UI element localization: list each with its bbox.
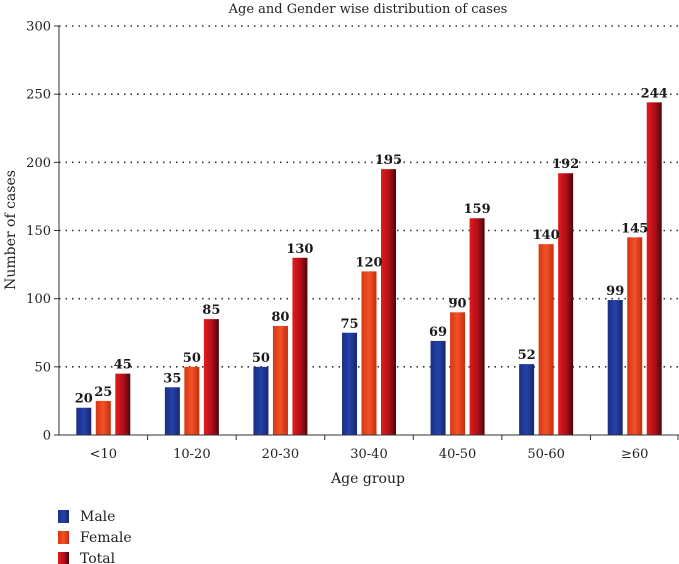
legend-swatch-female <box>58 531 69 544</box>
bar-total-3 <box>381 169 396 435</box>
data-label: 244 <box>641 86 668 101</box>
bar-female-3 <box>361 271 377 435</box>
y-tick-label: 100 <box>26 292 51 307</box>
bar-total-6 <box>646 102 662 435</box>
x-tick-label: ≥60 <box>621 447 648 462</box>
data-label: 159 <box>464 202 491 217</box>
data-label: 90 <box>449 296 467 311</box>
legend-swatch-total <box>58 552 69 564</box>
bar-male-0 <box>76 407 92 435</box>
bar-female-1 <box>184 366 200 435</box>
bars <box>76 102 662 436</box>
y-tick-label: 150 <box>26 224 51 239</box>
bar-female-0 <box>95 400 111 435</box>
data-label: 99 <box>606 284 624 299</box>
y-axis-ticks: 0 50 100 150 200 250 300 <box>26 20 59 444</box>
y-tick-label: 0 <box>43 429 51 444</box>
bar-total-1 <box>203 319 219 435</box>
bar-male-1 <box>164 387 180 435</box>
x-tick-label: 20-30 <box>262 447 299 462</box>
bar-female-5 <box>538 244 554 435</box>
y-tick-label: 250 <box>26 88 51 103</box>
data-label: 120 <box>355 255 382 270</box>
bar-total-0 <box>115 373 131 435</box>
data-label: 145 <box>621 221 648 236</box>
data-label: 140 <box>533 228 560 243</box>
bar-female-2 <box>272 325 288 435</box>
legend-label-male: Male <box>80 509 115 525</box>
x-tick-label: 10-20 <box>173 447 210 462</box>
bar-male-6 <box>607 300 623 435</box>
x-tick-label: 40-50 <box>439 447 476 462</box>
data-label: 69 <box>429 325 447 340</box>
bar-male-3 <box>342 332 357 435</box>
legend: Male Female Total <box>58 509 132 564</box>
data-label: 50 <box>183 351 201 366</box>
bar-male-2 <box>253 366 269 435</box>
data-label: 20 <box>75 392 93 407</box>
data-label: 25 <box>94 385 112 400</box>
bar-total-4 <box>469 218 485 435</box>
bar-male-5 <box>519 364 535 435</box>
data-label: 75 <box>340 317 358 332</box>
chart-title: Age and Gender wise distribution of case… <box>228 2 508 17</box>
x-tick-label: 50-60 <box>527 447 564 462</box>
data-label: 52 <box>518 348 536 363</box>
x-tick-label: <10 <box>90 447 117 462</box>
bar-total-5 <box>558 173 574 436</box>
data-label: 45 <box>114 358 132 373</box>
legend-label-total: Total <box>80 551 116 564</box>
data-label: 50 <box>252 351 270 366</box>
y-axis-label: Number of cases <box>3 170 19 290</box>
y-tick-label: 200 <box>26 156 51 171</box>
y-tick-label: 50 <box>34 360 51 375</box>
legend-swatch-male <box>58 510 69 523</box>
bar-female-6 <box>627 237 643 435</box>
x-tick-label: 30-40 <box>350 447 387 462</box>
data-label: 80 <box>271 310 289 325</box>
data-label: 192 <box>552 157 579 172</box>
bar-total-2 <box>292 257 308 435</box>
y-tick-label: 300 <box>26 20 51 35</box>
data-labels: 20 25453550855080130751201956990159521401… <box>75 86 668 406</box>
bar-female-4 <box>450 312 466 435</box>
x-axis-ticks: <10 10-20 20-30 30-40 40-50 50-60 ≥60 <box>90 435 679 462</box>
x-axis-label: Age group <box>330 471 405 487</box>
bar-male-4 <box>430 340 446 435</box>
data-label: 130 <box>286 242 313 257</box>
data-label: 35 <box>163 371 181 386</box>
data-label: 195 <box>375 153 402 168</box>
legend-label-female: Female <box>80 530 132 546</box>
data-label: 85 <box>202 303 220 318</box>
